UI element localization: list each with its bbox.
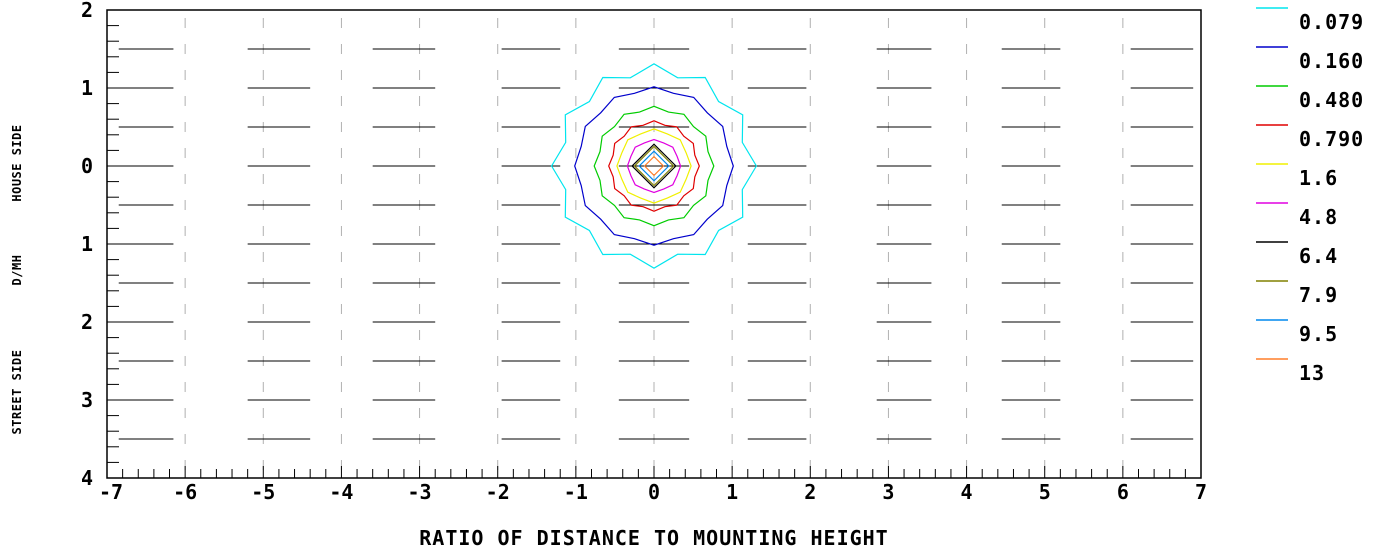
y-tick-label: 3 (81, 388, 93, 412)
x-tick-label: -6 (173, 480, 197, 504)
x-tick-label: -4 (329, 480, 353, 504)
x-tick-labels: -7 -6 -5 -4 -3 -2 -1 0 1 2 3 4 5 6 7 (99, 480, 1207, 504)
x-tick-label: 7 (1195, 480, 1207, 504)
legend-label: 7.9 (1299, 283, 1338, 307)
x-tick-label: 2 (804, 480, 816, 504)
contour-0.790 (608, 120, 700, 212)
x-tick-label: -5 (251, 480, 275, 504)
axis-ticks (106, 9, 1202, 479)
legend-label: 4.8 (1299, 205, 1338, 229)
contour-0.480 (593, 105, 715, 227)
legend-label: 9.5 (1299, 322, 1338, 346)
y-tick-label: 2 (81, 310, 93, 334)
y-tick-labels: 2 1 0 1 2 3 4 (81, 0, 93, 490)
y-axis-title-dmh: D/MH (10, 255, 24, 286)
x-axis-title: RATIO OF DISTANCE TO MOUNTING HEIGHT (419, 526, 888, 550)
x-tick-label: -1 (564, 480, 588, 504)
contour-9.5 (638, 150, 670, 182)
x-tick-label: -7 (99, 480, 123, 504)
y-tick-label: 1 (81, 232, 93, 256)
y-tick-label: 4 (81, 466, 93, 490)
contour-13 (643, 155, 665, 177)
x-tick-label: -2 (486, 480, 510, 504)
legend: 0.079 0.160 0.480 0.790 1.6 4.8 6.4 7.9 9.5 13 (1256, 7, 1364, 385)
contour-7.9 (633, 145, 675, 187)
x-tick-label: 6 (1117, 480, 1129, 504)
x-tick-label: -3 (408, 480, 432, 504)
legend-label: 0.160 (1299, 49, 1364, 73)
y-axis-title-house: HOUSE SIDE (10, 124, 24, 201)
x-tick-label: 1 (726, 480, 738, 504)
legend-label: 0.790 (1299, 127, 1364, 151)
contour-0.079 (550, 63, 758, 269)
legend-label: 1.6 (1299, 166, 1338, 190)
y-tick-label: 1 (81, 76, 93, 100)
x-tick-label: 0 (648, 480, 660, 504)
contour-1.6 (616, 128, 692, 204)
x-tick-label: 4 (961, 480, 973, 504)
legend-label: 6.4 (1299, 244, 1338, 268)
contour-lines (550, 63, 758, 269)
legend-label: 0.079 (1299, 10, 1364, 34)
contour-0.160 (574, 86, 734, 246)
legend-label: 13 (1299, 361, 1325, 385)
y-tick-label: 0 (81, 154, 93, 178)
contour-6.4 (631, 143, 677, 189)
x-tick-label: 5 (1039, 480, 1051, 504)
y-tick-label: 2 (81, 0, 93, 22)
x-tick-label: 3 (882, 480, 894, 504)
legend-label: 0.480 (1299, 88, 1364, 112)
contour-4.8 (626, 138, 682, 194)
y-axis-title-street: STREET SIDE (10, 350, 24, 435)
y-axis-title: STREET SIDE D/MH HOUSE SIDE (10, 124, 24, 434)
